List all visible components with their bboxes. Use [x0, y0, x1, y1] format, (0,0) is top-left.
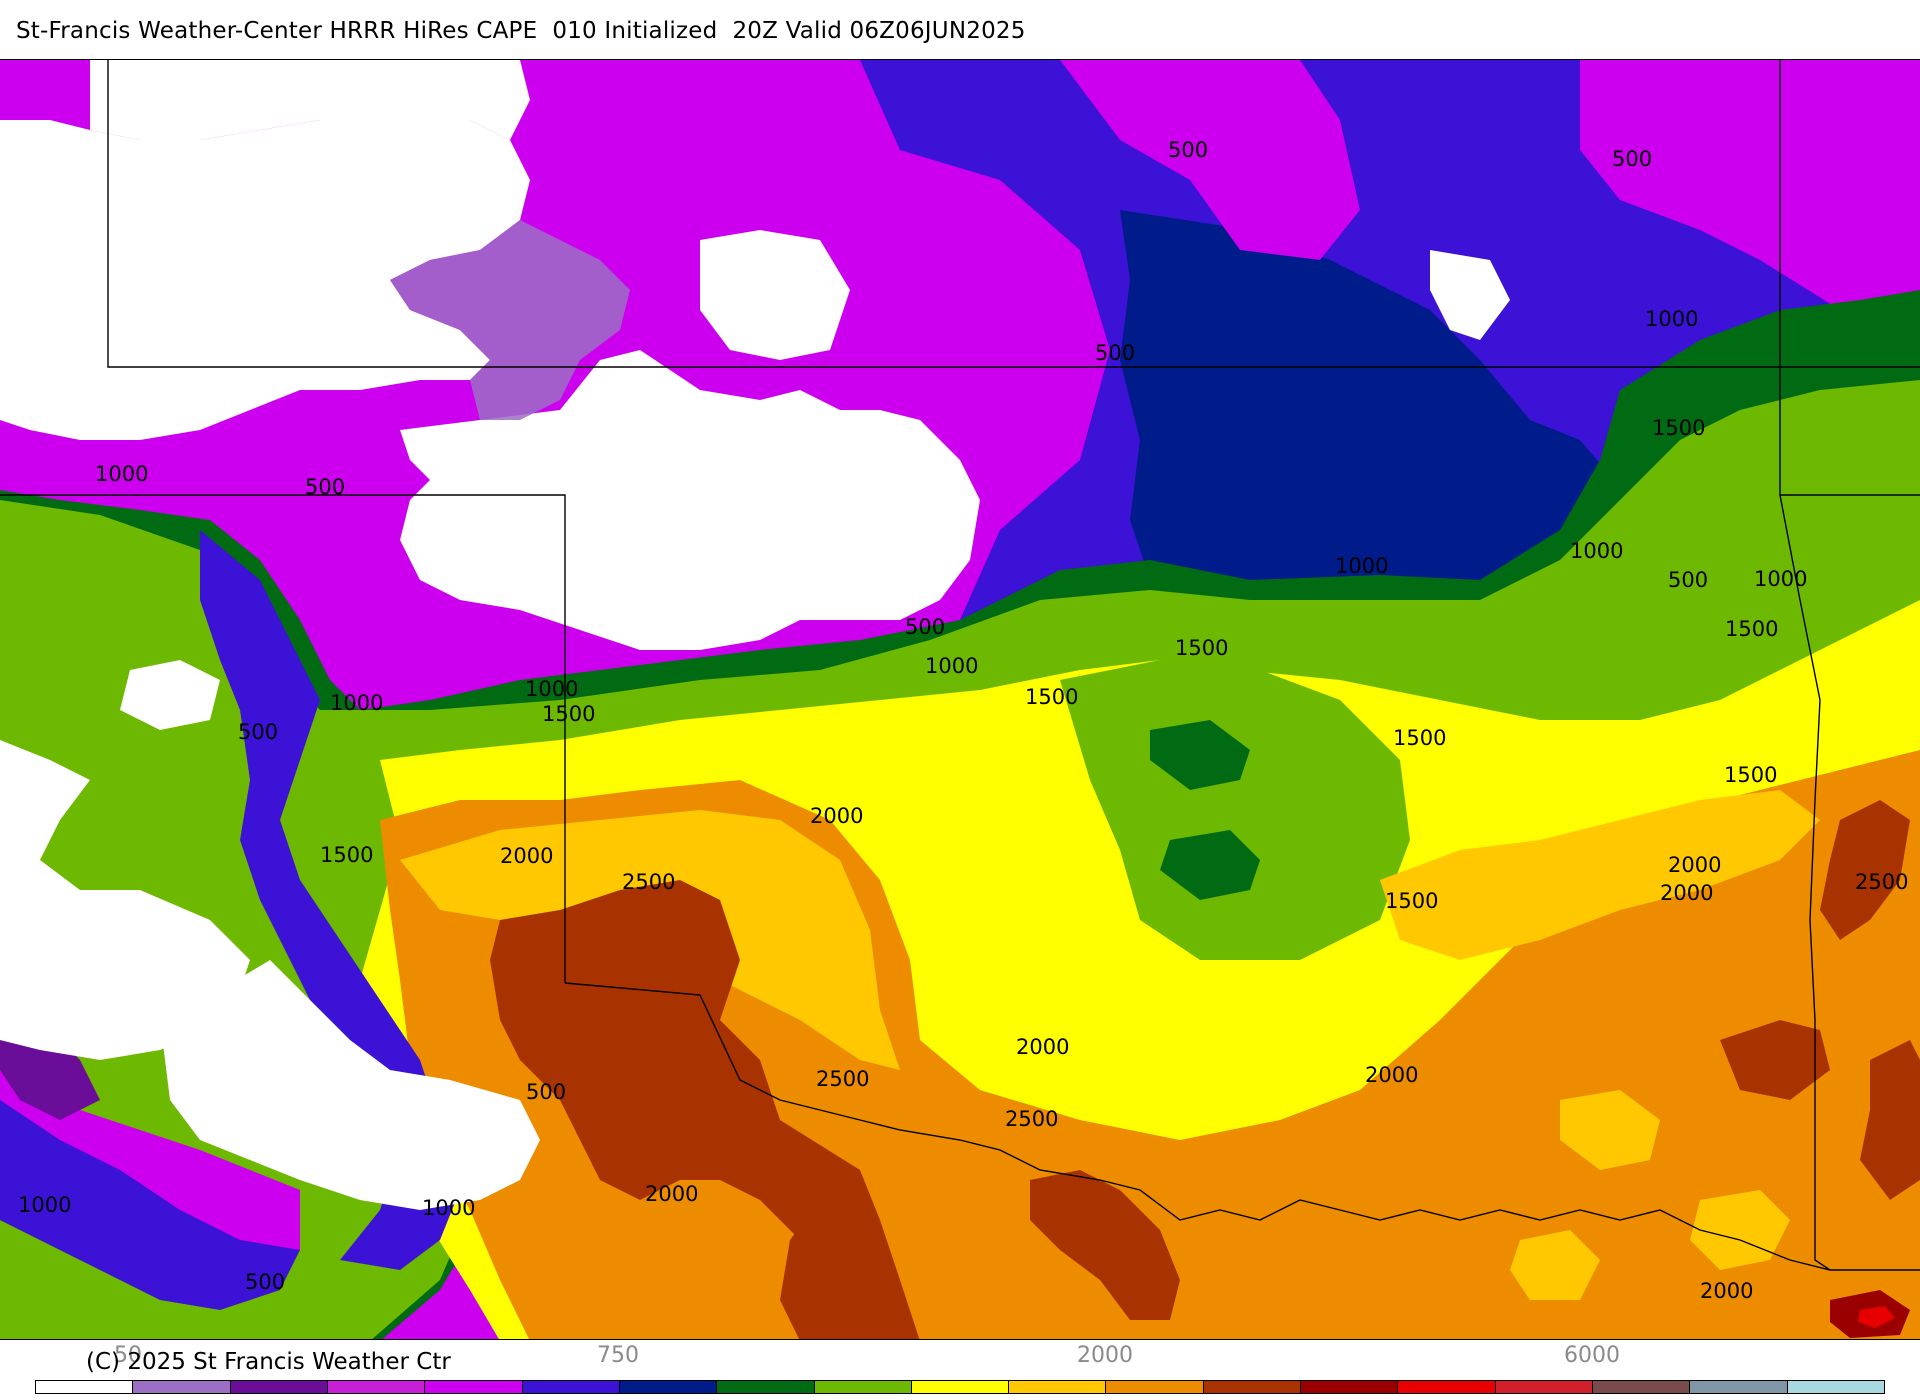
cape-white-region-nw — [0, 120, 530, 440]
cape-dark-blue-region — [1120, 210, 1660, 620]
cape-white-region-w2 — [120, 660, 220, 730]
contour-label: 2000 — [1016, 1035, 1069, 1059]
colorbar-swatch — [1593, 1381, 1691, 1393]
cape-magenta-patch-ne — [1580, 60, 1920, 310]
contour-label: 2000 — [500, 844, 553, 868]
contour-label: 2500 — [816, 1067, 869, 1091]
contour-label: 500 — [1095, 341, 1135, 365]
contour-label: 1000 — [1335, 554, 1388, 578]
cape-brown-region-e1 — [1720, 1020, 1830, 1100]
contour-label: 1000 — [925, 654, 978, 678]
contour-label: 1000 — [1645, 307, 1698, 331]
cape-brown-region-w — [490, 880, 880, 1260]
colorbar-swatch — [230, 1381, 328, 1393]
contour-label: 500 — [905, 615, 945, 639]
cape-white-region-nc — [90, 60, 530, 140]
colorbar-swatch — [717, 1381, 815, 1393]
contour-label: 1000 — [95, 462, 148, 486]
contour-label: 2000 — [645, 1182, 698, 1206]
map-title: St-Francis Weather-Center HRRR HiRes CAP… — [16, 18, 1026, 44]
contour-label: 2500 — [622, 870, 675, 894]
cape-white-region-c — [400, 350, 980, 650]
cape-brown-region-e2 — [1820, 800, 1910, 940]
colorbar-tick-label: 2000 — [1077, 1343, 1133, 1368]
colorbar-swatch — [425, 1381, 523, 1393]
contour-label: 2500 — [1855, 870, 1908, 894]
colorbar-swatch — [1009, 1381, 1107, 1393]
cape-brown-region-e3 — [1860, 1040, 1920, 1200]
cape-dark-green-spot-1 — [1150, 720, 1250, 790]
contour-label: 1500 — [1175, 636, 1228, 660]
cape-red-spot — [1858, 1306, 1895, 1328]
cape-white-region-n-right — [1430, 250, 1510, 340]
contour-label: 1000 — [330, 691, 383, 715]
cape-gold-patch-3 — [1510, 1230, 1600, 1300]
contour-label: 2000 — [1700, 1279, 1753, 1303]
colorbar-tick-labels: 50 750 2000 6000 — [0, 1343, 1920, 1373]
cape-map: 500 500 500 1000 1500 1000 500 500 1000 … — [0, 59, 1920, 1340]
cape-lavender-halo-1 — [390, 220, 630, 420]
contour-label: 1000 — [18, 1193, 71, 1217]
contour-label: 500 — [238, 720, 278, 744]
colorbar-swatch — [619, 1381, 718, 1393]
contour-label: 500 — [305, 475, 345, 499]
contour-label: 1000 — [525, 677, 578, 701]
contour-label: 1500 — [1725, 617, 1778, 641]
colorbar-swatch — [1398, 1381, 1496, 1393]
cape-dark-blue-strip-w — [0, 1100, 300, 1310]
colorbar-swatch — [327, 1381, 426, 1393]
contour-label: 500 — [1668, 568, 1708, 592]
colorbar-swatch — [1301, 1381, 1399, 1393]
colorbar-swatch — [911, 1381, 1010, 1393]
contour-label: 1000 — [1570, 539, 1623, 563]
contour-label: 1500 — [542, 702, 595, 726]
cape-colorbar — [35, 1380, 1885, 1394]
contour-label: 1500 — [1724, 763, 1777, 787]
contour-label: 500 — [1612, 147, 1652, 171]
cape-light-green-band — [0, 380, 1920, 1339]
contour-label: 2500 — [1005, 1107, 1058, 1131]
contour-labels: 500 500 500 1000 1500 1000 500 500 1000 … — [18, 138, 1908, 1303]
cape-green-blob-center — [1060, 660, 1410, 960]
contour-label: 2000 — [810, 804, 863, 828]
colorbar-swatch — [1203, 1381, 1302, 1393]
cape-brown-region-s — [780, 1200, 920, 1339]
cape-magenta-patch-n — [1060, 60, 1360, 260]
contour-label: 2000 — [1660, 881, 1713, 905]
colorbar-swatch — [814, 1381, 912, 1393]
contour-label: 500 — [1168, 138, 1208, 162]
colorbar-swatch — [522, 1381, 620, 1393]
cape-white-region-nc2 — [700, 230, 850, 360]
colorbar-swatch — [1787, 1381, 1884, 1393]
contour-label: 1500 — [1025, 685, 1078, 709]
cape-dark-green-spot-2 — [1160, 830, 1260, 900]
state-borders — [0, 60, 1920, 1271]
contour-label: 500 — [526, 1080, 566, 1104]
contour-label: 1000 — [422, 1196, 475, 1220]
cape-white-region-ssw — [160, 960, 540, 1210]
contour-label: 500 — [245, 1270, 285, 1294]
contour-label: 1500 — [320, 843, 373, 867]
colorbar-swatch — [1495, 1381, 1593, 1393]
colorbar-tick-label: 50 — [114, 1343, 142, 1368]
cape-brown-region-c — [1030, 1170, 1180, 1320]
cape-white-region-sw — [0, 740, 250, 1060]
cape-gold-patch-1 — [1560, 1090, 1660, 1170]
colorbar-swatch — [133, 1381, 231, 1393]
contour-label: 2000 — [1365, 1063, 1418, 1087]
contour-label: 1500 — [1393, 726, 1446, 750]
cape-orange-patch-e — [1380, 790, 1820, 960]
colorbar-tick-label: 750 — [597, 1343, 639, 1368]
colorbar-swatch — [1690, 1381, 1788, 1393]
colorbar-tick-label: 6000 — [1564, 1343, 1620, 1368]
contour-label: 1500 — [1385, 889, 1438, 913]
colorbar-swatch — [36, 1381, 134, 1393]
contour-label: 1500 — [1652, 416, 1705, 440]
contour-label: 1000 — [1754, 567, 1807, 591]
colorbar-swatch — [1106, 1381, 1204, 1393]
contour-label: 2000 — [1668, 853, 1721, 877]
copyright-notice: (C) 2025 St Francis Weather Ctr — [86, 1349, 451, 1375]
